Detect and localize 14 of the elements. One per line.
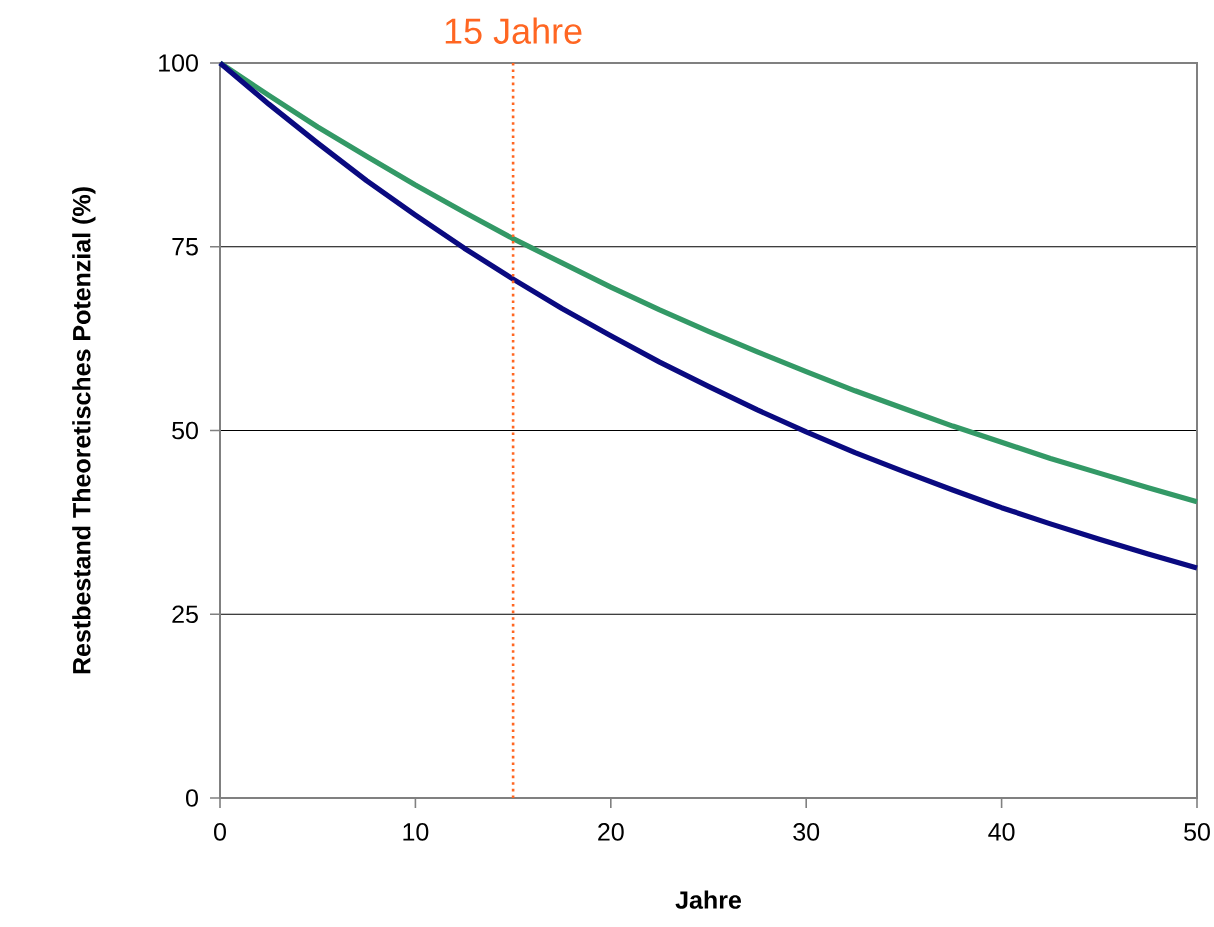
y-tick-label: 25	[172, 605, 198, 624]
x-axis-title: Jahre	[675, 890, 741, 909]
y-tick-label: 50	[172, 421, 198, 440]
x-tick-label: 10	[403, 823, 429, 841]
y-tick-label: 75	[172, 238, 198, 256]
ref-line-label: 15 Jahre	[445, 17, 582, 44]
x-tick-label: 0	[214, 823, 226, 841]
y-axis-title: Restbestand Theoretisches Potenzial (%)	[72, 187, 96, 674]
x-tick-label: 50	[1184, 823, 1210, 841]
x-tick-label: 40	[988, 823, 1015, 841]
y-tick-label: 0	[186, 789, 198, 807]
y-tick-label: 100	[159, 54, 198, 72]
x-tick-label: 20	[598, 823, 624, 841]
x-tick-label: 30	[793, 823, 820, 841]
